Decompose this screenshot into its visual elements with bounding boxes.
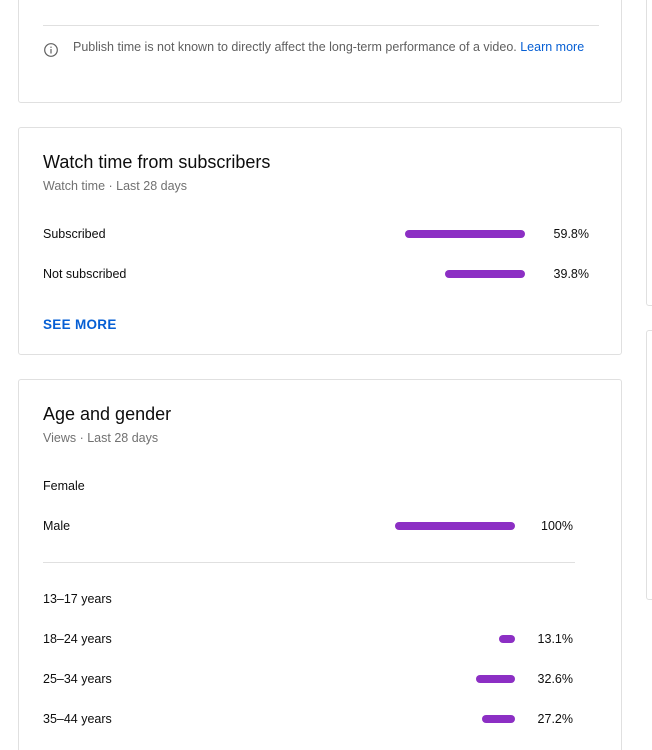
publish-time-note-text: Publish time is not known to directly af… xyxy=(73,40,517,54)
publish-time-note: Publish time is not known to directly af… xyxy=(73,37,593,57)
bar-age-18-24 xyxy=(499,635,515,643)
side-card-top xyxy=(646,0,652,306)
side-card-bottom xyxy=(646,330,652,600)
bar-not-subscribed xyxy=(445,270,525,278)
row-label-age-13-17: 13–17 years xyxy=(43,592,112,606)
bar-male xyxy=(395,522,515,530)
info-icon xyxy=(44,43,58,57)
percent-not-subscribed: 39.8% xyxy=(553,267,589,281)
percent-age-25-34: 32.6% xyxy=(537,672,573,686)
watch-time-subscribers-card: Watch time from subscribers Watch time ·… xyxy=(18,127,622,355)
card-title: Watch time from subscribers xyxy=(43,152,271,172)
row-label-not-subscribed: Not subscribed xyxy=(43,267,127,281)
bar-subscribed xyxy=(405,230,525,238)
bar-age-25-34 xyxy=(476,675,515,683)
row-label-age-35-44: 35–44 years xyxy=(43,712,112,726)
row-label-age-18-24: 18–24 years xyxy=(43,632,112,646)
learn-more-link[interactable]: Learn more xyxy=(520,40,585,54)
row-label-male: Male xyxy=(43,519,71,533)
row-label-female: Female xyxy=(43,479,85,493)
divider xyxy=(43,25,599,26)
percent-subscribed: 59.8% xyxy=(553,227,589,241)
bar-age-35-44 xyxy=(482,715,515,723)
percent-age-18-24: 13.1% xyxy=(537,632,573,646)
row-label-age-25-34: 25–34 years xyxy=(43,672,112,686)
publish-time-card: Publish time is not known to directly af… xyxy=(18,0,622,103)
card-title: Age and gender xyxy=(43,404,172,424)
percent-male: 100% xyxy=(541,519,573,533)
percent-age-35-44: 27.2% xyxy=(537,712,573,726)
see-more-button[interactable]: SEE MORE xyxy=(43,317,117,332)
age-gender-card: Age and gender Views · Last 28 days Fema… xyxy=(18,379,622,750)
divider xyxy=(43,562,575,563)
row-label-subscribed: Subscribed xyxy=(43,227,106,241)
card-subtitle: Watch time · Last 28 days xyxy=(43,179,188,193)
card-subtitle: Views · Last 28 days xyxy=(43,431,159,445)
